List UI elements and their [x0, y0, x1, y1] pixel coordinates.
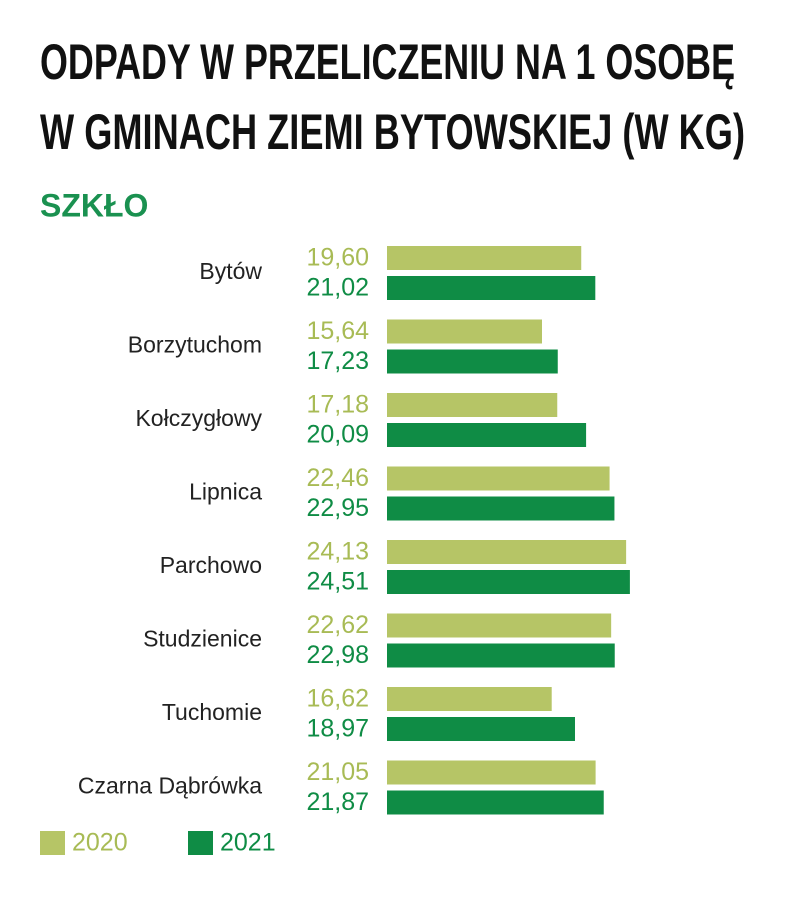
bar: [387, 319, 542, 344]
value-label: 22,62: [306, 611, 369, 639]
bar: [387, 466, 610, 491]
value-label: 19,60: [306, 244, 369, 272]
value-label: 21,87: [306, 788, 369, 816]
bar: [387, 717, 575, 741]
chart-subtitle: SZKŁO: [40, 187, 148, 223]
value-label: 21,02: [306, 274, 369, 302]
bar: [387, 643, 615, 668]
category-label: Parchowo: [160, 552, 262, 578]
value-label: 24,51: [306, 568, 369, 596]
value-label: 22,95: [306, 494, 369, 522]
category-label: Tuchomie: [162, 699, 262, 725]
legend-label: 2021: [220, 829, 276, 857]
bar: [387, 613, 612, 638]
bar: [387, 687, 552, 711]
category-label: Studzienice: [143, 626, 262, 652]
value-label: 22,46: [306, 464, 369, 492]
value-label: 16,62: [306, 685, 369, 713]
bar: [387, 540, 627, 564]
chart-title: ODPADY W PRZELICZENIU NA 1 OSOBĘ: [40, 34, 735, 90]
bar: [387, 246, 582, 270]
value-label: 20,09: [306, 421, 369, 449]
value-label: 21,05: [306, 758, 369, 786]
legend-swatch: [188, 831, 213, 855]
value-label: 15,64: [306, 317, 369, 345]
value-label: 24,13: [306, 538, 369, 566]
bar: [387, 570, 630, 594]
category-label: Bytów: [199, 258, 262, 284]
category-label: Czarna Dąbrówka: [78, 773, 262, 799]
legend-label: 2020: [72, 829, 128, 857]
value-label: 17,18: [306, 391, 369, 419]
bar: [387, 496, 615, 521]
value-label: 18,97: [306, 715, 369, 743]
bar: [387, 760, 596, 785]
category-label: Borzytuchom: [128, 332, 262, 358]
bar: [387, 790, 604, 815]
chart-title: W GMINACH ZIEMI BYTOWSKIEJ (W KG): [40, 104, 745, 160]
bar: [387, 349, 558, 374]
category-label: Kołczygłowy: [135, 405, 262, 431]
bar: [387, 423, 587, 447]
value-label: 22,98: [306, 641, 369, 669]
bar: [387, 393, 558, 417]
bar: [387, 276, 596, 300]
legend-swatch: [40, 831, 65, 855]
category-label: Lipnica: [189, 479, 262, 505]
value-label: 17,23: [306, 347, 369, 375]
